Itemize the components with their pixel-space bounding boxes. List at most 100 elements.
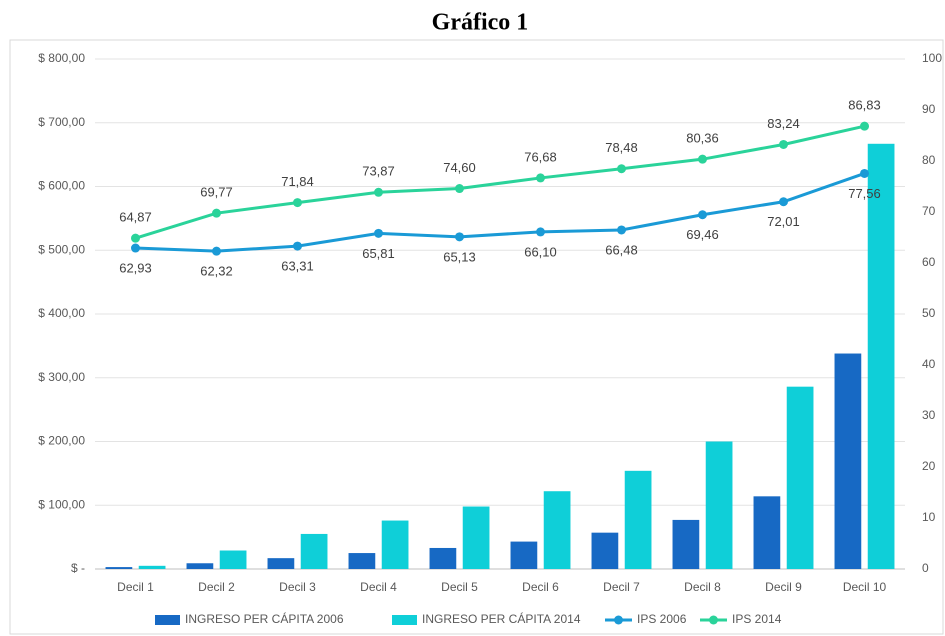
bar	[543, 491, 571, 569]
data-label: 65,81	[362, 246, 395, 261]
data-label: 76,68	[524, 149, 557, 164]
line-point	[860, 168, 869, 178]
data-label: 65,13	[443, 249, 476, 264]
data-label: 78,48	[605, 140, 638, 155]
bar	[786, 386, 814, 569]
x-tick-label: Decil 3	[279, 580, 316, 594]
line-point	[131, 233, 140, 243]
x-tick-label: Decil 1	[117, 580, 154, 594]
legend-swatch	[155, 615, 180, 625]
bar	[462, 506, 490, 569]
bar	[753, 496, 781, 569]
line-point	[779, 197, 788, 207]
bar	[705, 441, 733, 569]
bar	[105, 567, 133, 569]
line	[135, 124, 865, 240]
line-point	[698, 154, 707, 164]
y-tick-label: $ 500,00	[38, 242, 85, 256]
y-tick-label: $ -	[71, 561, 85, 575]
x-tick-label: Decil 7	[603, 580, 640, 594]
line-point	[455, 184, 464, 194]
bar	[138, 565, 166, 569]
line-point	[212, 246, 221, 256]
bar	[219, 550, 247, 569]
y-tick-label: $ 800,00	[38, 51, 85, 65]
y2-tick-label: 100	[922, 51, 942, 65]
data-label: 74,60	[443, 160, 476, 175]
line-point	[536, 227, 545, 237]
y2-tick-label: 90	[922, 102, 936, 116]
legend-label: IPS 2006	[637, 612, 687, 626]
legend-swatch	[709, 615, 718, 625]
x-tick-label: Decil 2	[198, 580, 235, 594]
y-tick-label: $ 600,00	[38, 179, 85, 193]
line-point	[617, 225, 626, 235]
x-tick-label: Decil 8	[684, 580, 721, 594]
legend-swatch	[392, 615, 417, 625]
bar	[186, 563, 214, 569]
bar	[510, 541, 538, 569]
bar	[429, 547, 457, 569]
data-label: 71,84	[281, 174, 314, 189]
data-label: 69,46	[686, 227, 719, 242]
y2-tick-label: 20	[922, 459, 936, 473]
y2-tick-label: 10	[922, 510, 936, 524]
line-point	[293, 241, 302, 251]
x-tick-label: Decil 9	[765, 580, 802, 594]
data-label: 72,01	[767, 214, 800, 229]
data-label: 66,48	[605, 242, 638, 257]
bar	[867, 143, 895, 569]
y2-tick-label: 80	[922, 153, 936, 167]
line-point	[374, 187, 383, 197]
line-point	[212, 208, 221, 218]
line-point	[455, 232, 464, 242]
bar	[624, 470, 652, 569]
y-tick-label: $ 700,00	[38, 115, 85, 129]
x-tick-label: Decil 4	[360, 580, 397, 594]
data-label: 62,32	[200, 264, 233, 279]
bar	[300, 533, 328, 569]
y2-tick-label: 30	[922, 408, 936, 422]
y2-tick-label: 60	[922, 255, 936, 269]
bar	[381, 520, 409, 569]
legend-swatch	[614, 615, 623, 625]
line-point	[293, 198, 302, 208]
data-label: 69,77	[200, 185, 233, 200]
y-tick-label: $ 400,00	[38, 306, 85, 320]
line-point	[374, 228, 383, 238]
y-tick-label: $ 200,00	[38, 434, 85, 448]
bar	[672, 519, 700, 569]
y2-tick-label: 0	[922, 561, 929, 575]
bar	[348, 553, 376, 569]
data-label: 64,87	[119, 210, 152, 225]
legend-label: INGRESO PER CÁPITA 2014	[422, 611, 581, 626]
y2-tick-label: 70	[922, 204, 936, 218]
line-point	[698, 210, 707, 220]
line-point	[860, 121, 869, 131]
bar	[267, 558, 295, 569]
data-label: 63,31	[281, 259, 314, 274]
data-label: 83,24	[767, 116, 800, 131]
line	[135, 172, 865, 253]
x-tick-label: Decil 5	[441, 580, 478, 594]
data-label: 80,36	[686, 131, 719, 146]
y2-tick-label: 50	[922, 306, 936, 320]
y-tick-label: $ 300,00	[38, 370, 85, 384]
legend-label: IPS 2014	[732, 612, 782, 626]
data-label: 62,93	[119, 260, 152, 275]
bar	[834, 353, 862, 569]
x-tick-label: Decil 6	[522, 580, 559, 594]
y-tick-label: $ 100,00	[38, 497, 85, 511]
line-point	[779, 139, 788, 149]
data-label: 77,56	[848, 186, 881, 201]
y2-tick-label: 40	[922, 357, 936, 371]
data-label: 86,83	[848, 98, 881, 113]
line-point	[131, 243, 140, 253]
line-point	[536, 173, 545, 183]
bar	[591, 532, 619, 569]
x-tick-label: Decil 10	[843, 580, 887, 594]
data-label: 66,10	[524, 244, 557, 259]
chart-title: Gráfico 1	[432, 10, 529, 36]
line-point	[617, 164, 626, 174]
